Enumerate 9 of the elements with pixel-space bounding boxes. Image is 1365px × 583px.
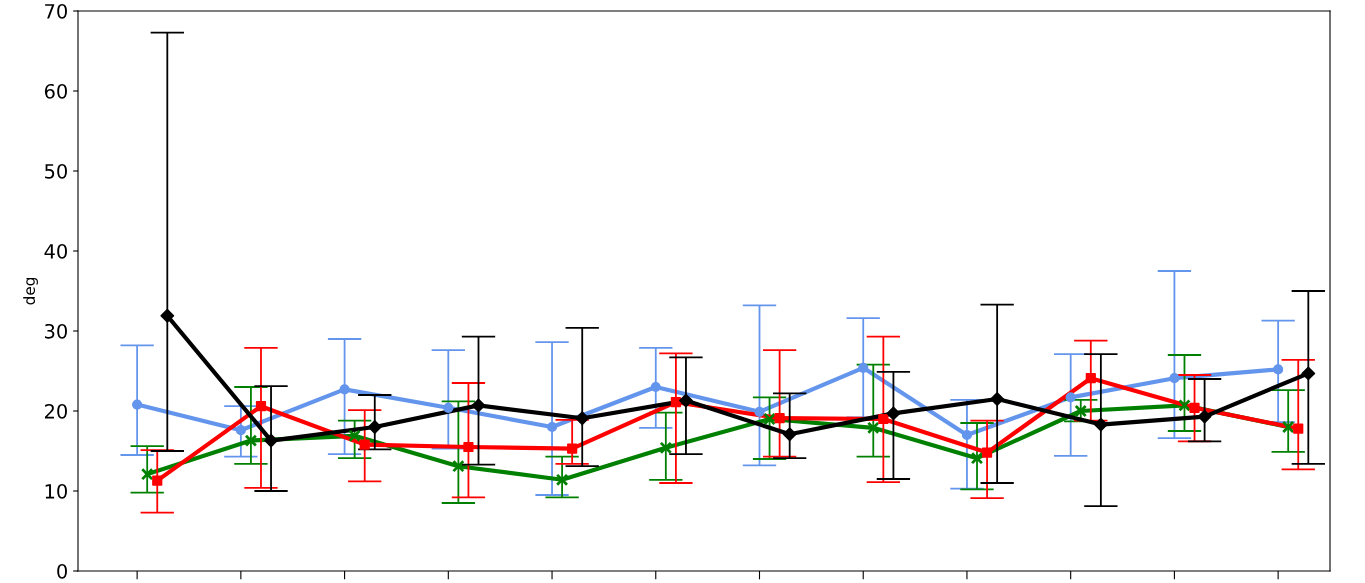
y-tick-label: 40 (44, 243, 67, 259)
y-tick-label: 30 (45, 323, 67, 339)
y-tick-label: 10 (45, 483, 67, 499)
y-axis-title: deg (23, 277, 38, 305)
y-tick-label: 70 (45, 3, 67, 19)
y-tick-label: 60 (44, 83, 67, 99)
y-tick-label: 20 (44, 403, 67, 419)
y-tick-label: 50 (45, 163, 67, 179)
y-tick-label: 0 (57, 563, 67, 579)
